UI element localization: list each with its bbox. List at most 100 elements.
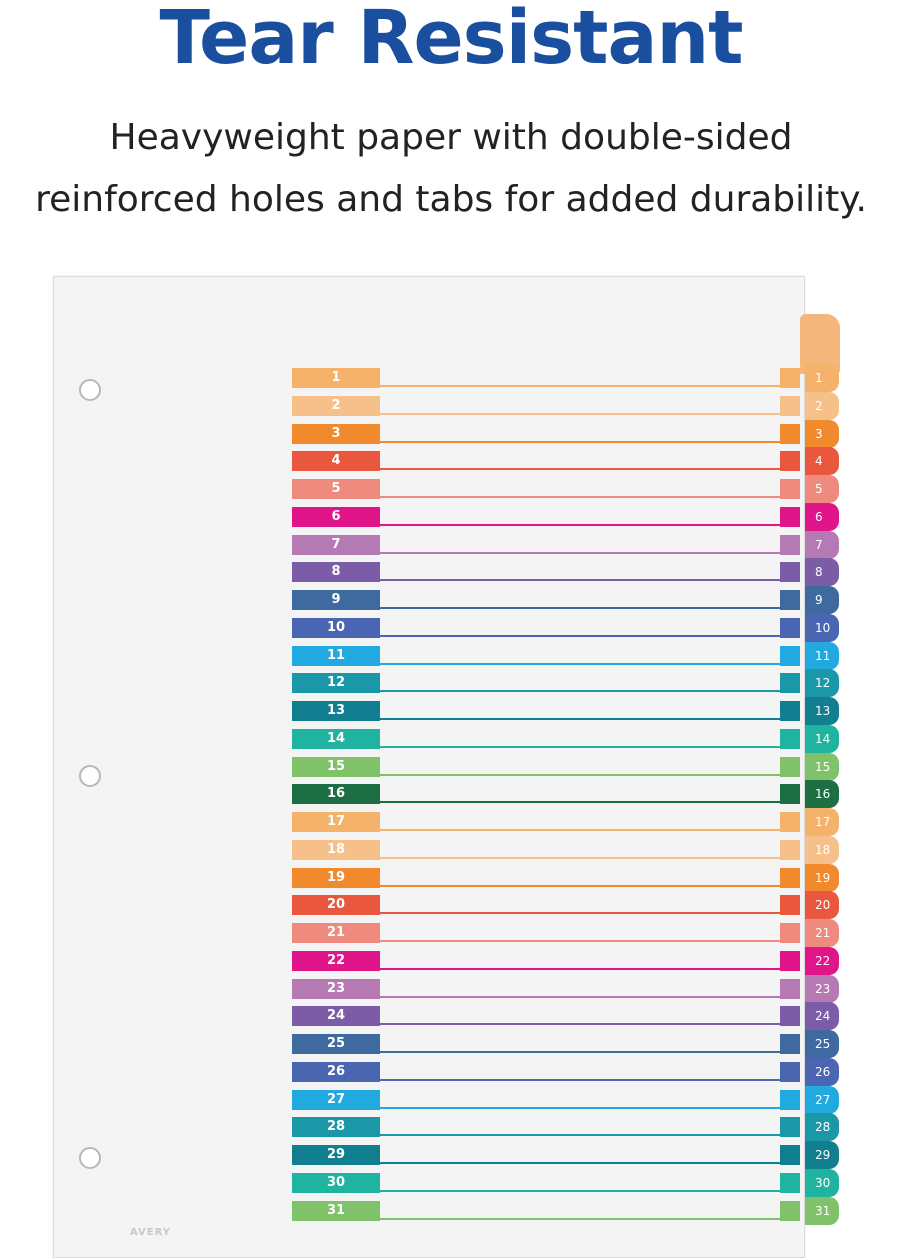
side-tab[interactable]: 1 (805, 364, 839, 392)
tab-stub (780, 562, 800, 582)
tab-stub (780, 1006, 800, 1026)
tab-row: 19 (292, 868, 812, 890)
tab-stub (780, 895, 800, 915)
side-tab[interactable]: 13 (805, 697, 839, 725)
side-tab[interactable]: 28 (805, 1113, 839, 1141)
side-tab[interactable]: 14 (805, 725, 839, 753)
subtext-line-2: reinforced holes and tabs for added dura… (35, 179, 867, 220)
side-tab[interactable]: 30 (805, 1169, 839, 1197)
tab-row: 27 (292, 1090, 812, 1112)
tab-number-label: 12 (292, 673, 380, 693)
tab-number-label: 31 (292, 1201, 380, 1221)
side-tab[interactable]: 7 (805, 531, 839, 559)
tab-rule-line (380, 996, 780, 998)
tab-row: 8 (292, 562, 812, 584)
tab-row: 14 (292, 729, 812, 751)
tab-stub (780, 979, 800, 999)
tab-number-label: 28 (292, 1117, 380, 1137)
tab-rule-line (380, 413, 780, 415)
tab-number-label: 3 (292, 424, 380, 444)
tab-row: 22 (292, 951, 812, 973)
tab-rule-line (380, 524, 780, 526)
side-tab[interactable]: 3 (805, 420, 839, 448)
tab-number-label: 2 (292, 396, 380, 416)
side-tab[interactable]: 23 (805, 975, 839, 1003)
side-tab[interactable]: 17 (805, 808, 839, 836)
tab-number-label: 6 (292, 507, 380, 527)
tab-stub (780, 618, 800, 638)
tab-row: 10 (292, 618, 812, 640)
divider-sheet (53, 276, 805, 1258)
tab-number-label: 19 (292, 868, 380, 888)
side-tab[interactable]: 24 (805, 1002, 839, 1030)
side-tab[interactable]: 21 (805, 919, 839, 947)
side-tab[interactable]: 6 (805, 503, 839, 531)
tab-number-label: 14 (292, 729, 380, 749)
side-tab[interactable]: 4 (805, 447, 839, 475)
tab-number-label: 10 (292, 618, 380, 638)
side-tab[interactable]: 31 (805, 1197, 839, 1225)
tab-row: 2 (292, 396, 812, 418)
tab-rule-line (380, 1162, 780, 1164)
side-tab[interactable]: 15 (805, 753, 839, 781)
tab-rule-line (380, 663, 780, 665)
tab-stub (780, 923, 800, 943)
tab-number-label: 27 (292, 1090, 380, 1110)
tab-stub (780, 535, 800, 555)
side-tab[interactable]: 20 (805, 891, 839, 919)
side-tab[interactable]: 12 (805, 669, 839, 697)
tab-number-label: 22 (292, 951, 380, 971)
tab-number-label: 11 (292, 646, 380, 666)
tab-rule-line (380, 857, 780, 859)
tab-rule-line (380, 940, 780, 942)
tab-stub (780, 701, 800, 721)
side-tab[interactable]: 18 (805, 836, 839, 864)
tab-number-label: 23 (292, 979, 380, 999)
side-tab[interactable]: 2 (805, 392, 839, 420)
tab-row: 9 (292, 590, 812, 612)
tab-rule-line (380, 690, 780, 692)
tab-row: 24 (292, 1006, 812, 1028)
side-tab[interactable]: 5 (805, 475, 839, 503)
tab-stub (780, 673, 800, 693)
tab-stub (780, 729, 800, 749)
tab-rule-line (380, 1051, 780, 1053)
binder-hole-top (79, 379, 101, 401)
tab-stub (780, 1090, 800, 1110)
side-tab[interactable]: 10 (805, 614, 839, 642)
tab-stub (780, 784, 800, 804)
tab-row: 23 (292, 979, 812, 1001)
tab-stub (780, 840, 800, 860)
side-tab[interactable]: 26 (805, 1058, 839, 1086)
tab-stub (780, 1145, 800, 1165)
tab-rule-line (380, 1190, 780, 1192)
tab-row: 25 (292, 1034, 812, 1056)
tab-row: 7 (292, 535, 812, 557)
tab-rule-line (380, 579, 780, 581)
side-tab[interactable]: 29 (805, 1141, 839, 1169)
tab-row: 29 (292, 1145, 812, 1167)
side-tab[interactable]: 16 (805, 780, 839, 808)
tab-number-label: 20 (292, 895, 380, 915)
tab-stub (780, 1173, 800, 1193)
side-tab[interactable]: 8 (805, 558, 839, 586)
side-tab[interactable]: 22 (805, 947, 839, 975)
tab-row: 12 (292, 673, 812, 695)
tab-rule-line (380, 468, 780, 470)
tab-stub (780, 479, 800, 499)
tab-rule-line (380, 801, 780, 803)
tab-number-label: 25 (292, 1034, 380, 1054)
tab-stub (780, 368, 800, 388)
side-tab[interactable]: 19 (805, 864, 839, 892)
tab-stub (780, 1034, 800, 1054)
side-tab[interactable]: 25 (805, 1030, 839, 1058)
tab-row: 6 (292, 507, 812, 529)
tab-stub (780, 590, 800, 610)
tab-stub (780, 812, 800, 832)
side-tab[interactable]: 27 (805, 1086, 839, 1114)
tab-row: 31 (292, 1201, 812, 1223)
tab-number-label: 1 (292, 368, 380, 388)
tab-row: 13 (292, 701, 812, 723)
side-tab[interactable]: 11 (805, 642, 839, 670)
side-tab[interactable]: 9 (805, 586, 839, 614)
